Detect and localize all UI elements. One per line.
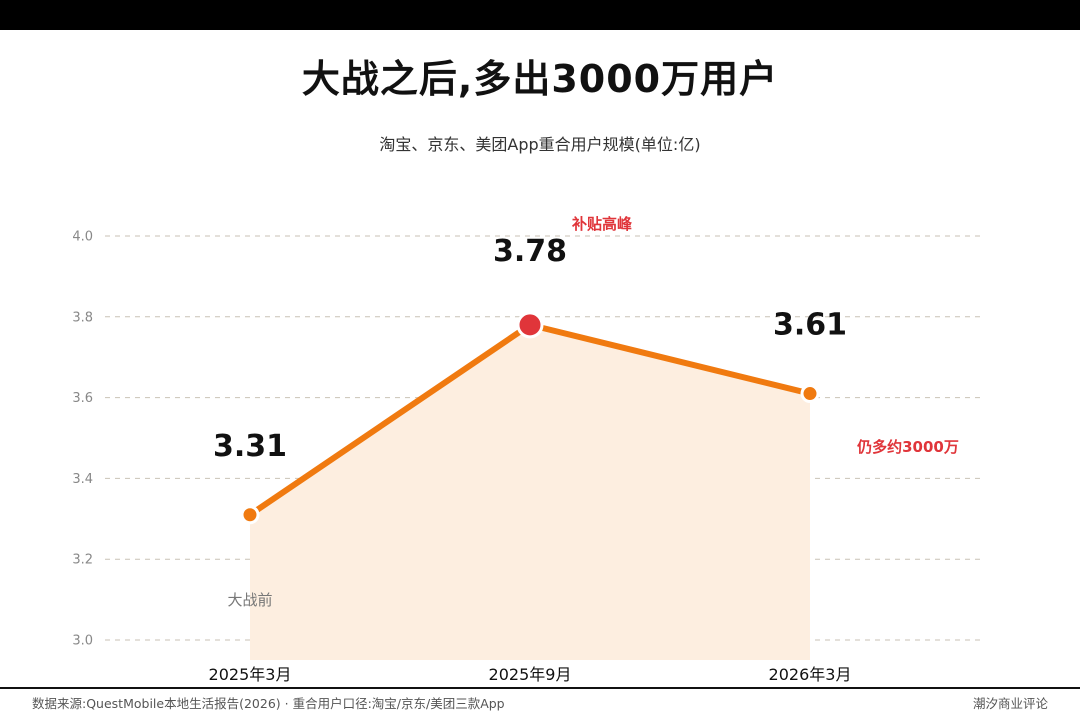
chart-subtitle: 淘宝、京东、美团App重合用户规模(单位:亿)	[379, 135, 701, 154]
y-tick-label: 3.4	[72, 472, 93, 487]
footer-source: 数据来源:QuestMobile本地生活报告(2026) · 重合用户口径:淘宝…	[32, 696, 505, 711]
chart-title: 大战之后,多出3000万用户	[301, 57, 779, 101]
y-tick-label: 3.0	[72, 634, 93, 649]
annotation-before: 大战前	[227, 591, 272, 609]
data-label: 3.61	[773, 308, 847, 343]
data-label: 3.78	[493, 234, 567, 269]
footer-brand: 潮汐商业评论	[972, 696, 1048, 711]
x-tick-label: 2025年3月	[209, 665, 292, 684]
data-point	[240, 505, 260, 525]
data-point	[800, 384, 820, 404]
x-tick-label: 2026年3月	[769, 665, 852, 684]
y-tick-label: 3.2	[72, 553, 93, 568]
area-fill	[250, 324, 810, 660]
data-label: 3.31	[213, 429, 287, 464]
footer-divider	[0, 687, 1080, 689]
y-tick-label: 4.0	[72, 230, 93, 245]
top-bar	[0, 0, 1080, 30]
y-tick-label: 3.6	[72, 391, 93, 406]
annotation-after: 仍多约3000万	[856, 438, 959, 456]
x-tick-label: 2025年9月	[489, 665, 572, 684]
y-tick-label: 3.8	[72, 310, 93, 325]
annotation-peak: 补贴高峰	[571, 215, 633, 233]
data-point-peak	[516, 311, 544, 339]
